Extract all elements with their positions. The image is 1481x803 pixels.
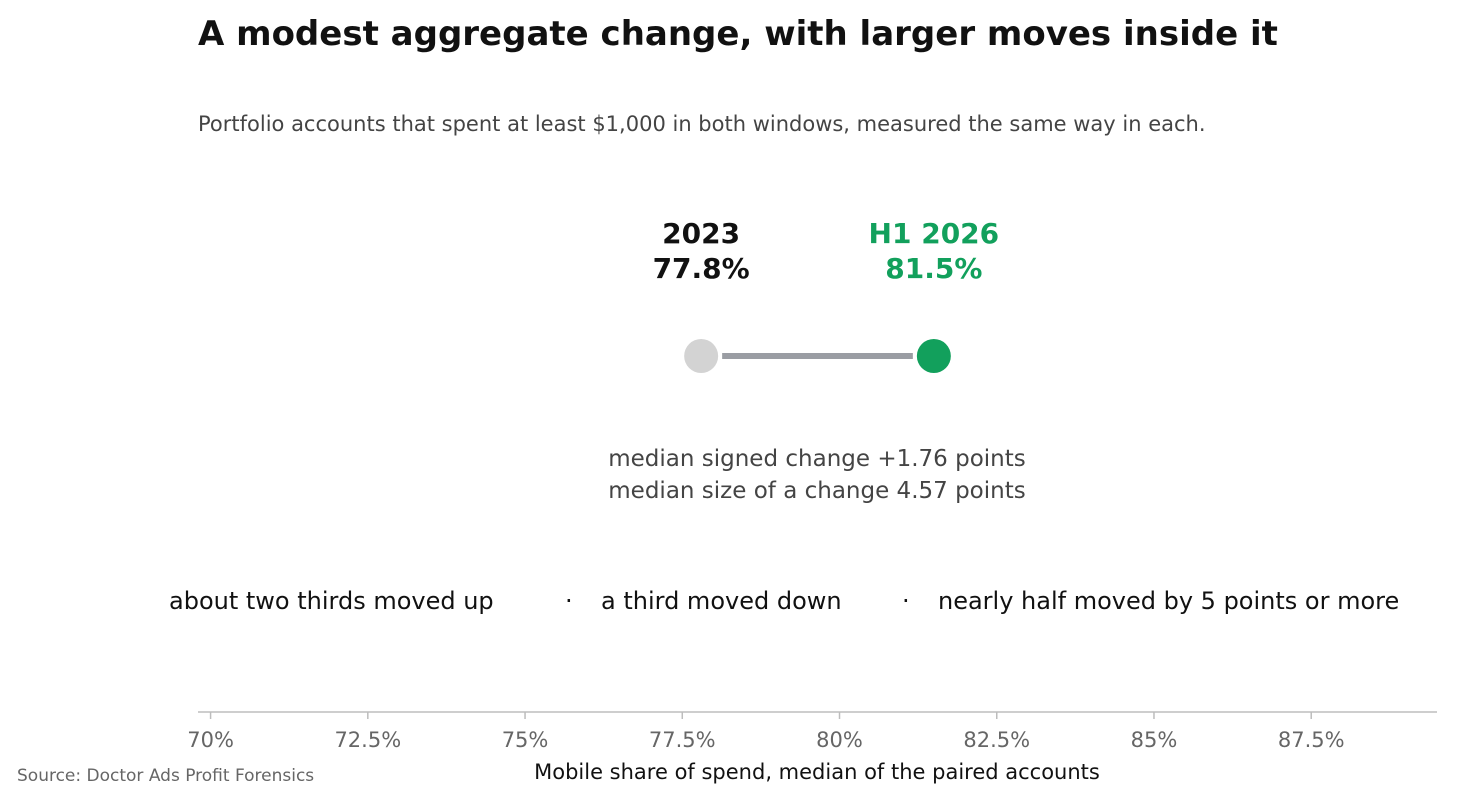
point-value-label: 81.5% — [885, 252, 982, 285]
x-tick-label: 87.5% — [1278, 728, 1345, 752]
dumbbell-point-end — [916, 339, 951, 373]
x-tick-label: 80% — [816, 728, 863, 752]
finding-moved-5-points: nearly half moved by 5 points or more — [938, 587, 1399, 615]
x-tick-label: 77.5% — [649, 728, 716, 752]
x-tick-label: 72.5% — [334, 728, 401, 752]
finding-separator-2: · — [902, 587, 910, 615]
source-note: Source: Doctor Ads Profit Forensics — [17, 766, 314, 786]
x-tick-label: 82.5% — [963, 728, 1030, 752]
chart-subtitle: Portfolio accounts that spent at least $… — [198, 112, 1206, 136]
x-tick-label: 85% — [1131, 728, 1178, 752]
dumbbell-point-start — [684, 339, 719, 373]
finding-moved-up: about two thirds moved up — [169, 587, 494, 615]
stat-median-signed-change: median signed change +1.76 points — [608, 446, 1026, 472]
finding-separator-1: · — [565, 587, 573, 615]
point-value-label: 77.8% — [653, 252, 750, 285]
point-period-label: 2023 — [662, 217, 740, 250]
finding-moved-down: a third moved down — [601, 587, 842, 615]
x-axis-label: Mobile share of spend, median of the pai… — [534, 760, 1100, 784]
point-period-label: H1 2026 — [869, 217, 1000, 250]
chart-title: A modest aggregate change, with larger m… — [198, 14, 1278, 54]
findings-line: about two thirds moved up · a third move… — [169, 587, 1399, 615]
x-tick-label: 70% — [187, 728, 234, 752]
stat-median-size-change: median size of a change 4.57 points — [608, 478, 1025, 504]
x-tick-label: 75% — [502, 728, 549, 752]
